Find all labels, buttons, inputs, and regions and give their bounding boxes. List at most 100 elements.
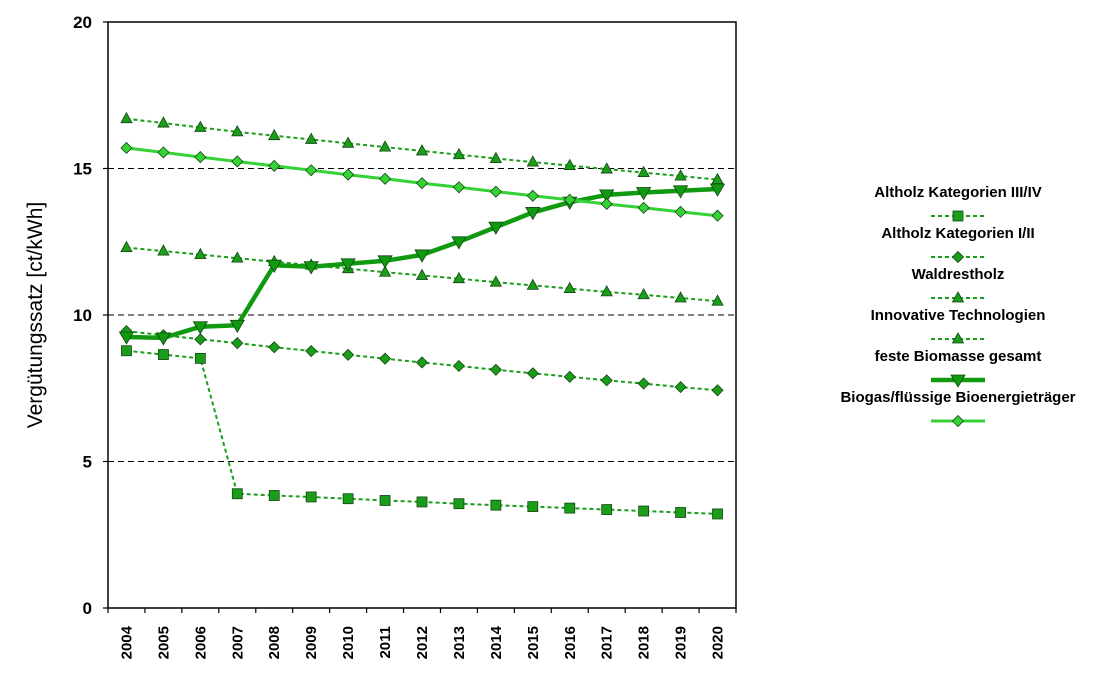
data-point: [121, 345, 132, 357]
data-point: [489, 185, 502, 198]
data-point: [674, 205, 687, 218]
x-tick-label: 2012: [414, 626, 431, 659]
data-point: [120, 240, 133, 253]
data-point: [268, 341, 281, 354]
data-point: [637, 287, 650, 300]
data-point: [525, 207, 541, 221]
gridlines: [108, 168, 736, 462]
x-tick-label: 2015: [525, 626, 542, 659]
data-point: [711, 384, 724, 397]
data-point: [490, 499, 502, 511]
legend-label: feste Biomasse gesamt: [875, 348, 1042, 365]
data-point: [342, 348, 355, 361]
data-point: [414, 249, 430, 263]
data-point: [674, 381, 687, 394]
data-point: [194, 333, 207, 346]
data-point: [342, 493, 354, 505]
data-point: [711, 294, 724, 306]
data-point: [157, 146, 170, 159]
series-2: [120, 325, 724, 397]
data-point: [526, 189, 539, 202]
data-point: [231, 251, 244, 263]
x-tick-label: 2009: [303, 626, 320, 659]
data-point: [378, 352, 392, 365]
legend-item: Altholz Kategorien I/II: [881, 225, 1035, 264]
data-point: [563, 370, 576, 383]
data-point: [305, 491, 317, 503]
data-point: [231, 155, 244, 168]
data-point: [192, 321, 209, 335]
y-tick-label: 10: [73, 306, 92, 325]
data-point: [526, 278, 540, 290]
legend-swatch-marker: [951, 414, 965, 428]
data-point: [637, 377, 650, 390]
data-point: [563, 193, 576, 206]
data-point: [637, 165, 650, 178]
legend-label: Innovative Technologien: [871, 307, 1046, 324]
data-point: [341, 136, 355, 148]
data-point: [120, 111, 133, 124]
data-point: [305, 164, 318, 177]
data-point: [379, 495, 391, 506]
data-point: [194, 352, 206, 364]
y-axis: 0 5 10 15 20: [73, 13, 108, 618]
data-point: [600, 197, 613, 211]
x-tick-label: 2014: [488, 625, 505, 659]
data-point: [118, 331, 135, 345]
data-point: [712, 508, 723, 520]
data-point: [194, 247, 207, 260]
legend-label: Altholz Kategorien I/II: [881, 225, 1034, 242]
data-point: [415, 356, 429, 369]
data-point: [157, 244, 170, 256]
legend-item: Biogas/flüssige Bioenergieträger: [840, 389, 1076, 428]
data-point: [231, 337, 244, 350]
data-point: [451, 236, 467, 250]
data-point: [155, 332, 172, 346]
x-tick-label: 2020: [710, 626, 727, 659]
legend-label: Altholz Kategorien III/IV: [874, 184, 1042, 201]
data-point: [526, 367, 539, 380]
y-tick-label: 20: [73, 13, 92, 32]
series-line: [126, 186, 718, 341]
data-point: [600, 162, 613, 174]
series-line: [126, 349, 718, 515]
y-tick-label: 5: [83, 453, 92, 472]
y-axis-label: Vergütungssatz [ct/kWh]: [24, 202, 47, 428]
legend-swatch-marker: [950, 374, 966, 388]
legend: Altholz Kategorien III/IV Altholz Kategor…: [840, 184, 1076, 428]
legend-label: Waldrestholz: [912, 266, 1005, 283]
data-point: [266, 259, 282, 273]
data-point: [231, 488, 243, 500]
data-point: [268, 159, 281, 172]
data-point: [675, 507, 686, 518]
data-point: [378, 172, 392, 185]
data-point: [674, 291, 687, 303]
data-point: [711, 209, 724, 222]
data-point: [526, 155, 540, 167]
data-point: [452, 181, 466, 194]
data-point: [415, 268, 429, 280]
data-point: [157, 116, 170, 128]
data-point: [638, 505, 650, 517]
data-point: [268, 490, 280, 501]
data-point: [120, 141, 133, 155]
legend-label: Biogas/flüssige Bioenergieträger: [840, 389, 1075, 406]
data-point: [453, 498, 465, 510]
x-tick-label: 2018: [636, 626, 653, 659]
legend-swatch-marker: [951, 291, 965, 303]
data-point: [268, 128, 281, 141]
x-tick-label: 2005: [155, 626, 172, 659]
series-group: [118, 111, 726, 520]
y-tick-label: 0: [83, 599, 92, 618]
data-point: [378, 140, 392, 152]
x-tick-label: 2006: [192, 626, 209, 659]
data-point: [452, 147, 466, 160]
data-point: [564, 502, 576, 514]
data-point: [674, 169, 687, 181]
data-point: [527, 501, 539, 513]
legend-item: Altholz Kategorien III/IV: [874, 184, 1042, 222]
legend-item: Waldrestholz: [912, 266, 1005, 303]
x-tick-label: 2010: [340, 626, 357, 659]
data-point: [158, 349, 169, 360]
data-point: [342, 168, 355, 181]
